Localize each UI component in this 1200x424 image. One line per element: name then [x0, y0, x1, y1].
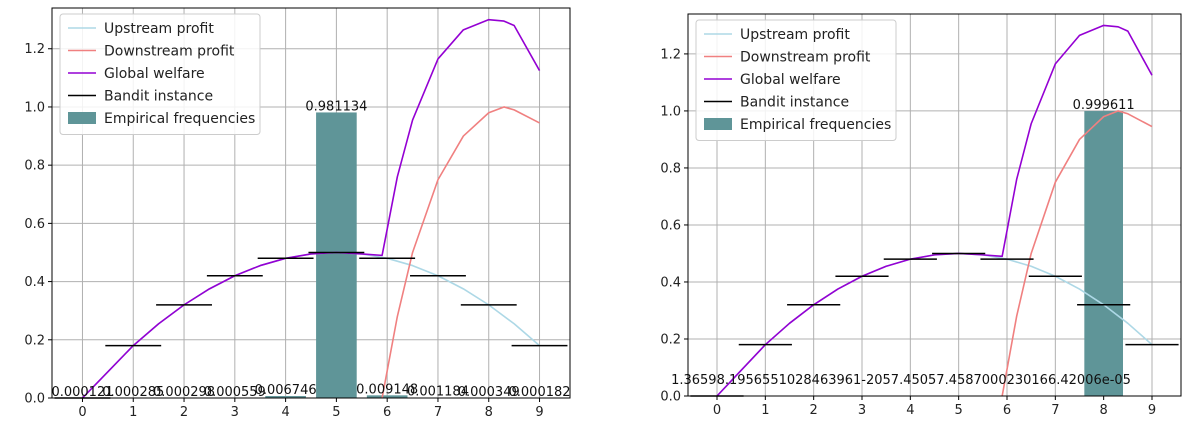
- right-legend-label-3: Bandit instance: [740, 95, 849, 111]
- left-ytick-6: 1.2: [24, 42, 45, 57]
- right-legend-label-0: Upstream profit: [740, 27, 850, 43]
- left-ytick-0: 0.0: [24, 392, 45, 407]
- right-ytick-2: 0.4: [660, 275, 681, 290]
- left-bar-label-3: 0.000559: [204, 385, 266, 400]
- left-legend-box: [59, 13, 261, 135]
- right-bar-8: [1084, 111, 1123, 397]
- left-upstream-line: [81, 251, 541, 399]
- left-legend-label-4: Empirical frequencies: [104, 111, 255, 127]
- left-ytick-5: 1.0: [24, 100, 45, 115]
- left-bar-label-4: 0.006746: [255, 383, 317, 398]
- left-xtick-7: 7: [434, 405, 442, 420]
- right-legend: Upstream profit Downstream profit Global w…: [695, 19, 897, 141]
- left-xtick-4: 4: [281, 405, 289, 420]
- right-xtick-5: 5: [955, 403, 963, 418]
- right-ytick-0: 0.0: [660, 390, 681, 405]
- right-ytick-3: 0.6: [660, 218, 681, 233]
- left-xtick-8: 8: [485, 405, 493, 420]
- left-xtick-9: 9: [535, 405, 543, 420]
- right-xtick-7: 7: [1051, 403, 1059, 418]
- left-xtick-0: 0: [78, 405, 86, 420]
- left-xtick-3: 3: [231, 405, 239, 420]
- left-chart: 0.000121 0.000285 0.000298 0.000559 0.006746…: [24, 7, 571, 420]
- right-xtick-4: 4: [906, 403, 914, 418]
- right-xtick-0: 0: [713, 403, 721, 418]
- left-bar-6: [366, 395, 408, 398]
- left-bar-label-5: 0.981134: [305, 99, 367, 114]
- left-chart-svg: 0.0001210.0002850.0002980.0005590.006746…: [24, 7, 571, 420]
- right-bar-label-strip: 1.36598.1956551028463961-2057.45057.4587…: [671, 373, 1131, 388]
- right-downstream-line: [1001, 110, 1153, 397]
- left-bar-label-6: 0.009148: [356, 382, 418, 397]
- right-legend-label-1: Downstream profit: [740, 50, 871, 66]
- left-bar-label-0: 0.000121: [51, 385, 113, 400]
- left-legend: Upstream profit Downstream profit Global w…: [59, 13, 261, 135]
- right-xtick-1: 1: [761, 403, 769, 418]
- left-axes-frame: [51, 7, 571, 399]
- left-xtick-2: 2: [180, 405, 188, 420]
- left-legend-label-3: Bandit instance: [104, 89, 213, 105]
- left-legend-label-1: Downstream profit: [104, 44, 235, 60]
- left-bar-label-9: 0.000182: [509, 385, 571, 400]
- left-ytick-3: 0.6: [24, 217, 45, 232]
- left-bar-4: [265, 396, 306, 398]
- right-legend-label-4: Empirical frequencies: [740, 117, 891, 133]
- right-ytick-6: 1.2: [660, 47, 681, 62]
- right-xtick-6: 6: [1003, 403, 1011, 418]
- right-legend-swatch-4: [704, 118, 732, 130]
- left-bar-label-8: 0.000349: [458, 385, 520, 400]
- right-ytick-1: 0.2: [660, 332, 681, 347]
- right-axes-frame: [687, 13, 1182, 397]
- right-ytick-4: 0.8: [660, 161, 681, 176]
- left-xtick-6: 6: [383, 405, 391, 420]
- right-xtick-2: 2: [810, 403, 818, 418]
- left-bar-label-7: 0.001184: [407, 385, 469, 400]
- left-legend-label-0: Upstream profit: [104, 21, 214, 37]
- left-legend-label-2: Global welfare: [104, 66, 205, 82]
- left-ytick-4: 0.8: [24, 159, 45, 174]
- right-legend-box: [695, 19, 897, 141]
- right-xtick-8: 8: [1100, 403, 1108, 418]
- right-legend-label-2: Global welfare: [740, 72, 841, 88]
- left-bar-5: [316, 112, 357, 398]
- right-xtick-3: 3: [858, 403, 866, 418]
- left-xtick-1: 1: [129, 405, 137, 420]
- right-chart: 0.999611 1.36598.1956551028463961-2057.45…: [600, 0, 1200, 424]
- left-downstream-line: [381, 106, 540, 399]
- left-xtick-5: 5: [332, 405, 340, 420]
- left-bar-label-2: 0.000298: [153, 385, 215, 400]
- left-ytick-2: 0.4: [24, 275, 45, 290]
- right-ytick-5: 1.0: [660, 104, 681, 119]
- left-legend-swatch-4: [68, 112, 96, 124]
- left-bar-label-1: 0.000285: [102, 385, 164, 400]
- right-bar-label-8: 0.999611: [1073, 98, 1135, 113]
- right-xtick-9: 9: [1148, 403, 1156, 418]
- left-ytick-1: 0.2: [24, 333, 45, 348]
- right-chart-svg: 0.999611 1.36598.1956551028463961-2057.45…: [660, 13, 1182, 418]
